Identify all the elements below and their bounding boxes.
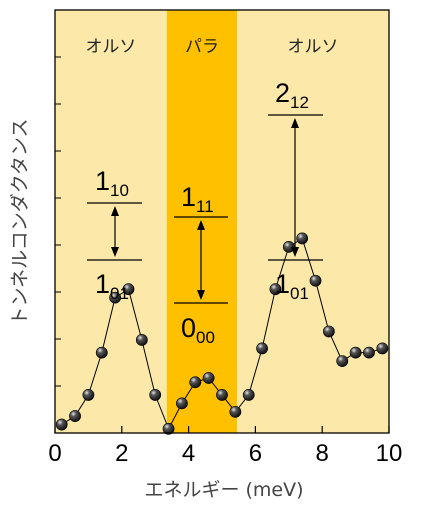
data-point	[322, 325, 335, 338]
data-point	[55, 418, 68, 431]
data-point	[149, 389, 162, 401]
region-background	[55, 10, 167, 433]
region-background	[237, 10, 389, 433]
data-point	[135, 334, 148, 346]
data-point	[82, 389, 95, 401]
data-point	[336, 355, 349, 367]
region-label: オルソ	[85, 37, 136, 57]
plot-frame	[54, 9, 390, 434]
data-point	[202, 372, 215, 384]
data-point	[122, 283, 135, 296]
data-point	[269, 283, 282, 296]
x-tick-label: 10	[376, 440, 403, 467]
region-label: パラ	[185, 37, 219, 57]
data-point	[256, 342, 268, 355]
arrow-head-up	[197, 220, 205, 230]
data-point	[95, 346, 108, 359]
y-axis-ticks	[55, 56, 61, 387]
data-point	[309, 274, 322, 287]
data-point	[189, 376, 202, 389]
x-tick-label: 4	[182, 440, 195, 467]
x-tick-label: 6	[249, 440, 262, 467]
region-label: オルソ	[288, 37, 339, 57]
x-axis-tick-labels: 0 2 4 6 8 10	[48, 426, 402, 467]
region-labels: オルソ パラ オルソ	[85, 37, 338, 57]
data-point	[376, 342, 389, 355]
data-point	[176, 397, 188, 410]
data-point	[296, 232, 309, 245]
data-point	[349, 346, 362, 359]
data-point	[162, 422, 175, 435]
arrow-head-up	[111, 206, 119, 216]
x-tick-label: 2	[115, 440, 128, 467]
data-points	[55, 232, 389, 435]
arrow-head-down	[111, 247, 119, 257]
y-axis-label: トンネルコンダクタンス	[9, 118, 31, 325]
data-point	[216, 389, 228, 401]
x-axis-label: エネルギー (meV)	[144, 479, 303, 501]
arrow-head-down	[291, 247, 299, 257]
data-point	[229, 405, 242, 418]
data-point	[242, 389, 255, 401]
arrow-head-down	[197, 290, 205, 300]
region-background	[166, 10, 238, 433]
region-backgrounds	[55, 10, 389, 433]
data-point	[109, 291, 122, 304]
data-point	[363, 346, 375, 359]
x-tick-label: 0	[48, 440, 61, 467]
arrow-head-up	[291, 118, 299, 128]
x-tick-label: 8	[316, 440, 329, 467]
data-point	[69, 410, 81, 422]
